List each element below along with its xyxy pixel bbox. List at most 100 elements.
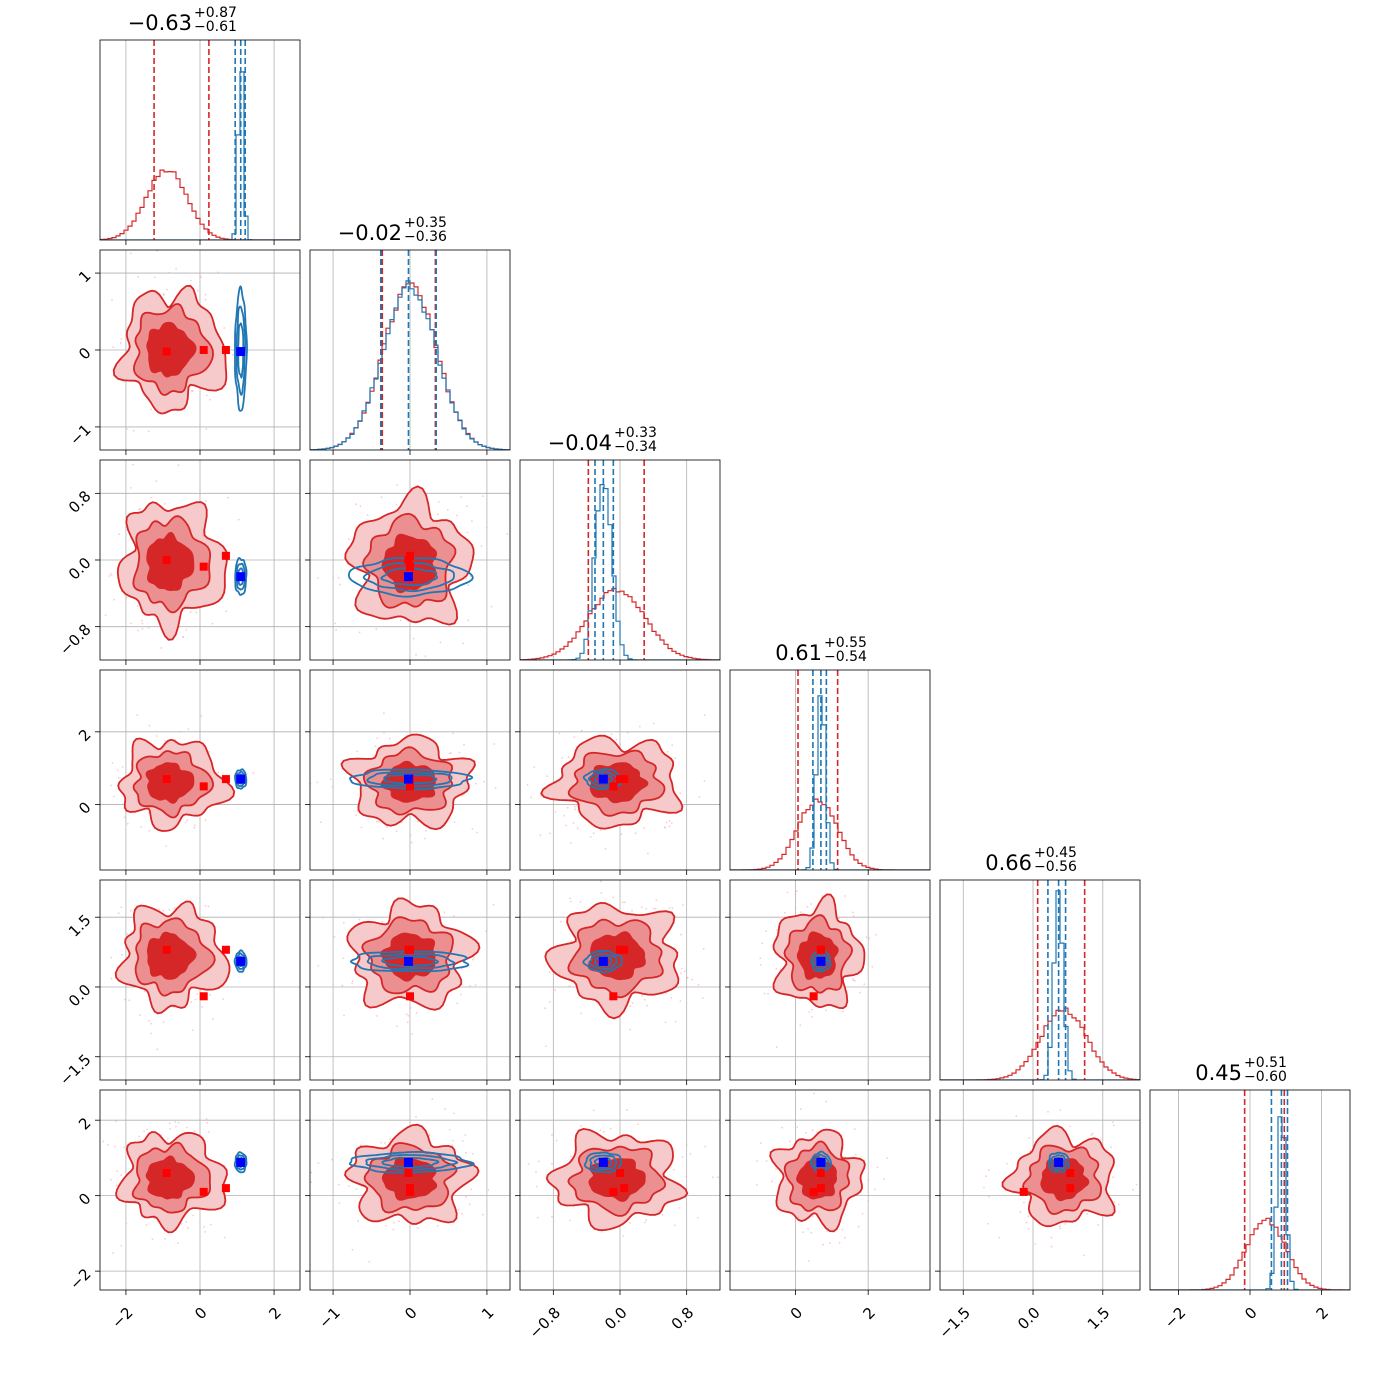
sample-point bbox=[603, 1130, 605, 1133]
sample-point bbox=[385, 1225, 387, 1227]
sample-point bbox=[536, 1216, 539, 1219]
sample-point bbox=[805, 1132, 807, 1134]
sample-point bbox=[398, 1220, 400, 1223]
sample-point bbox=[338, 1202, 341, 1204]
sample-point bbox=[643, 827, 645, 829]
sample-point bbox=[125, 596, 128, 599]
sample-point bbox=[599, 880, 602, 883]
sample-point bbox=[163, 503, 166, 505]
sample-point bbox=[126, 933, 129, 935]
truth-marker-blue bbox=[816, 1157, 826, 1167]
sample-point bbox=[867, 1179, 870, 1181]
sample-point bbox=[150, 408, 153, 411]
title-plus: +0.51 bbox=[1244, 1055, 1287, 1071]
red-contour-2 bbox=[1040, 1158, 1090, 1202]
title-plus: +0.55 bbox=[824, 635, 867, 651]
panel-5-5 bbox=[1150, 1090, 1350, 1290]
sample-point bbox=[194, 998, 197, 1001]
sample-point bbox=[468, 1203, 471, 1206]
blue-contour-0 bbox=[809, 1150, 832, 1174]
sample-point bbox=[179, 730, 182, 733]
sample-point bbox=[1050, 1236, 1053, 1239]
sample-point bbox=[160, 1134, 163, 1136]
sample-point bbox=[204, 1231, 206, 1233]
sample-point bbox=[119, 342, 122, 344]
sample-point bbox=[493, 743, 496, 745]
sample-point bbox=[867, 1199, 870, 1202]
sample-point bbox=[679, 1000, 682, 1002]
sample-point bbox=[196, 289, 199, 292]
sample-point bbox=[110, 574, 113, 577]
sample-point bbox=[206, 1121, 209, 1124]
sample-point bbox=[395, 830, 398, 832]
sample-point bbox=[339, 583, 341, 586]
panel-3-1 bbox=[310, 670, 510, 870]
sample-point bbox=[530, 796, 533, 799]
sample-point bbox=[576, 805, 579, 807]
sample-point bbox=[154, 276, 156, 279]
sample-point bbox=[409, 1007, 412, 1009]
sample-point bbox=[310, 1171, 313, 1174]
panel-5-2 bbox=[520, 1090, 720, 1290]
truth-marker-red bbox=[162, 1169, 171, 1178]
panel-1-0 bbox=[100, 250, 300, 450]
sample-point bbox=[124, 998, 126, 1001]
sample-point bbox=[698, 796, 701, 798]
sample-point bbox=[382, 837, 385, 840]
sample-point bbox=[143, 990, 146, 993]
sample-point bbox=[187, 1227, 189, 1229]
sample-point bbox=[405, 1013, 408, 1015]
sample-point bbox=[1112, 1121, 1114, 1124]
sample-point bbox=[574, 808, 577, 811]
panel-5-4 bbox=[940, 1090, 1153, 1290]
sample-point bbox=[461, 794, 464, 797]
sample-point bbox=[1034, 1243, 1037, 1245]
sample-point bbox=[356, 750, 359, 753]
sample-point bbox=[424, 655, 427, 657]
red-contour-2 bbox=[146, 321, 197, 378]
sample-point bbox=[646, 1004, 648, 1007]
blue-contour-0 bbox=[348, 1150, 475, 1174]
x-tick-label: −2 bbox=[108, 1304, 136, 1332]
sample-point bbox=[205, 394, 208, 397]
blue-contour-0 bbox=[1047, 1151, 1070, 1173]
sample-point bbox=[562, 916, 564, 918]
sample-point bbox=[763, 992, 766, 995]
sample-point bbox=[383, 731, 385, 734]
sample-point bbox=[156, 1048, 159, 1051]
sample-point bbox=[1132, 1188, 1134, 1191]
sample-point bbox=[117, 912, 120, 915]
x-tick-label: 1.5 bbox=[1084, 1304, 1114, 1334]
sample-point bbox=[1151, 1205, 1153, 1207]
x-tick-label: 0.0 bbox=[1014, 1304, 1044, 1334]
sample-point bbox=[471, 1152, 474, 1155]
sample-point bbox=[674, 1020, 677, 1023]
sample-point bbox=[865, 936, 868, 939]
sample-point bbox=[868, 937, 871, 940]
sample-point bbox=[549, 832, 551, 835]
sample-point bbox=[125, 1222, 128, 1225]
sample-point bbox=[333, 936, 336, 938]
sample-point bbox=[592, 1109, 595, 1112]
sample-point bbox=[672, 1168, 675, 1171]
sample-point bbox=[822, 1243, 824, 1246]
sample-point bbox=[466, 531, 469, 534]
sample-point bbox=[415, 653, 417, 656]
sample-point bbox=[415, 1115, 417, 1118]
blue-contour-1 bbox=[366, 771, 453, 788]
truth-marker-red bbox=[609, 782, 618, 791]
sample-point bbox=[107, 1144, 109, 1146]
sample-point bbox=[341, 984, 344, 987]
sample-point bbox=[668, 820, 671, 822]
sample-point bbox=[558, 732, 561, 735]
sample-point bbox=[476, 831, 478, 834]
x-tick-label: 0 bbox=[191, 1304, 210, 1323]
sample-point bbox=[473, 957, 476, 959]
sample-point bbox=[494, 787, 497, 789]
sample-point bbox=[173, 907, 176, 909]
sample-point bbox=[112, 346, 115, 349]
sample-point bbox=[374, 745, 377, 748]
panel-2-0 bbox=[100, 460, 300, 660]
truth-marker-blue bbox=[236, 774, 246, 784]
param-title: 0.45 +0.51−0.60 bbox=[1195, 1055, 1287, 1085]
